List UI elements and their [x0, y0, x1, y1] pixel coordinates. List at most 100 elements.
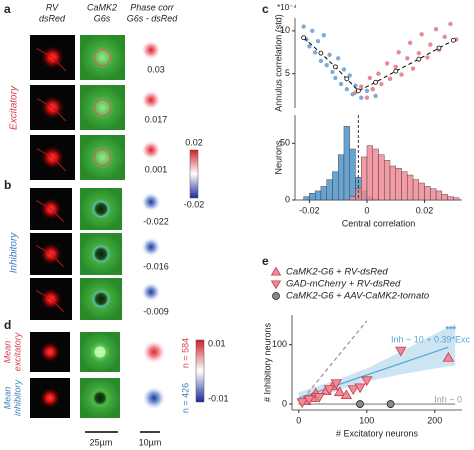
- panel-label: b: [4, 178, 11, 192]
- point: [330, 69, 335, 75]
- panel-label: a: [4, 2, 11, 16]
- annotation: Inh ~ 10 + 0.39*Exc: [391, 334, 471, 344]
- point: [387, 76, 393, 82]
- bar: [441, 194, 448, 201]
- point: [340, 389, 353, 400]
- point: [313, 393, 325, 403]
- x-tick-label: 0.02: [416, 205, 434, 215]
- point: [428, 42, 433, 47]
- colorbar-label: 0.02: [185, 137, 203, 147]
- line-marker: [373, 79, 379, 85]
- y-tick-label: 5: [285, 68, 290, 78]
- legend-marker: [270, 280, 282, 290]
- cell: [38, 386, 62, 410]
- image: [80, 135, 125, 180]
- bar: [372, 148, 379, 201]
- y-tick-label: 10: [280, 25, 290, 35]
- colorbar-label: 0.01: [208, 338, 226, 348]
- line-marker: [436, 45, 442, 51]
- panel-label: e: [262, 254, 269, 268]
- x-tick-label: 100: [359, 415, 374, 425]
- bar: [401, 171, 408, 201]
- annotation: ***: [445, 324, 456, 334]
- x-tick-label: 200: [427, 415, 442, 425]
- point: [344, 86, 350, 92]
- colorbar-label: -0.01: [208, 393, 229, 403]
- colorbar: [189, 149, 199, 199]
- bar: [424, 186, 431, 201]
- point: [318, 58, 324, 64]
- bar: [412, 179, 420, 201]
- point: [327, 52, 332, 58]
- phase-value: -0.022: [143, 216, 169, 226]
- point: [341, 67, 347, 72]
- point: [407, 40, 413, 46]
- point: [303, 395, 315, 406]
- phase: [141, 192, 161, 212]
- row-label: Inhibitory: [9, 232, 20, 274]
- phase-value: 0.001: [145, 164, 168, 174]
- outline: [92, 200, 110, 218]
- colorbar-label: -0.02: [184, 199, 205, 209]
- y-tick-label: 0: [285, 194, 290, 204]
- bar: [453, 197, 460, 201]
- x-tick-label: 0: [364, 205, 369, 215]
- bar: [389, 165, 396, 201]
- dendrite: [36, 98, 67, 122]
- bar: [314, 190, 322, 201]
- line-marker: [318, 50, 324, 56]
- phase-value: 0.03: [147, 64, 165, 74]
- bar: [361, 156, 368, 201]
- image: [80, 35, 125, 80]
- point: [373, 93, 378, 99]
- outline: [92, 245, 110, 263]
- axis-multiplier: *10⁻⁴: [277, 3, 297, 12]
- line-marker: [450, 37, 456, 43]
- bar: [447, 196, 454, 201]
- point: [347, 385, 359, 396]
- point: [370, 86, 375, 92]
- point: [386, 400, 395, 408]
- row-label: excitatory: [12, 332, 22, 371]
- point: [321, 32, 326, 38]
- cell: [92, 290, 110, 308]
- phase: [142, 386, 166, 410]
- y-tick-label: 0: [282, 398, 287, 408]
- scale-bar-label: 25µm: [90, 437, 113, 447]
- line-marker: [355, 88, 361, 94]
- phase: [141, 40, 161, 60]
- cell: [92, 390, 108, 406]
- x-axis-label: Central correlation: [342, 218, 416, 228]
- line: [298, 346, 449, 399]
- phase: [141, 140, 161, 160]
- dendrite: [36, 245, 64, 267]
- point: [410, 66, 416, 71]
- panel-label: d: [4, 318, 11, 332]
- point: [296, 398, 308, 409]
- point: [354, 383, 366, 394]
- outline: [93, 48, 112, 67]
- count-label: n = 584: [180, 338, 190, 368]
- bar: [349, 196, 356, 201]
- phase: [142, 340, 166, 364]
- point: [330, 379, 342, 390]
- point: [361, 376, 373, 387]
- point: [338, 81, 344, 87]
- point: [384, 61, 390, 66]
- point: [359, 95, 364, 100]
- bar: [326, 179, 333, 201]
- point: [367, 75, 373, 81]
- cell: [38, 340, 62, 364]
- bar: [343, 126, 350, 201]
- point: [364, 88, 370, 94]
- line-marker: [416, 56, 422, 62]
- cell: [94, 346, 106, 358]
- row-label: Mean: [2, 387, 12, 410]
- phase-value: -0.016: [143, 261, 169, 271]
- bar: [309, 192, 316, 201]
- bar: [378, 154, 385, 201]
- column-header: dsRed: [39, 13, 66, 23]
- legend-label: GAD-mCherry + RV-dsRed: [286, 279, 401, 290]
- point: [399, 72, 404, 77]
- bar: [349, 148, 356, 201]
